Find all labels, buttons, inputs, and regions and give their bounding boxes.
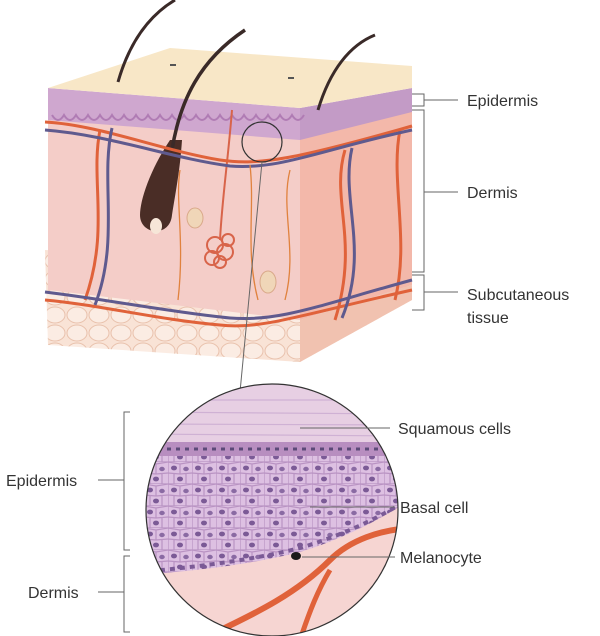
sweat-gland bbox=[204, 109, 235, 269]
hair-follicle bbox=[140, 140, 182, 232]
subcutaneous-side bbox=[300, 285, 412, 362]
label-subcutaneous: Subcutaneous bbox=[467, 287, 569, 304]
dermis-front bbox=[48, 118, 300, 320]
detail-label-group: Squamous cells Basal cell Melanocyte Epi… bbox=[6, 411, 511, 633]
hair bbox=[170, 28, 246, 151]
veins bbox=[44, 127, 413, 321]
epidermis-side bbox=[300, 88, 412, 140]
label-tissue: tissue bbox=[467, 310, 509, 327]
dermis-side bbox=[300, 110, 412, 320]
label-basal-cell: Basal cell bbox=[400, 500, 468, 517]
arteries bbox=[44, 120, 413, 328]
hair bbox=[116, 0, 176, 83]
detail-circle bbox=[146, 384, 398, 636]
skin-block bbox=[44, 0, 413, 393]
skin-surface bbox=[48, 48, 412, 108]
block-label-group: Epidermis Dermis Subcutaneous tissue bbox=[412, 93, 569, 327]
melanocyte-cell bbox=[291, 552, 301, 560]
cell-layer bbox=[146, 456, 398, 575]
label-squamous-cells: Squamous cells bbox=[398, 421, 511, 438]
label-melanocyte: Melanocyte bbox=[400, 550, 482, 567]
epidermis-front bbox=[48, 88, 300, 140]
label-detail-epidermis: Epidermis bbox=[6, 473, 77, 490]
label-dermis: Dermis bbox=[467, 185, 518, 202]
hair bbox=[316, 33, 376, 111]
label-detail-dermis: Dermis bbox=[28, 585, 79, 602]
label-epidermis: Epidermis bbox=[467, 93, 538, 110]
